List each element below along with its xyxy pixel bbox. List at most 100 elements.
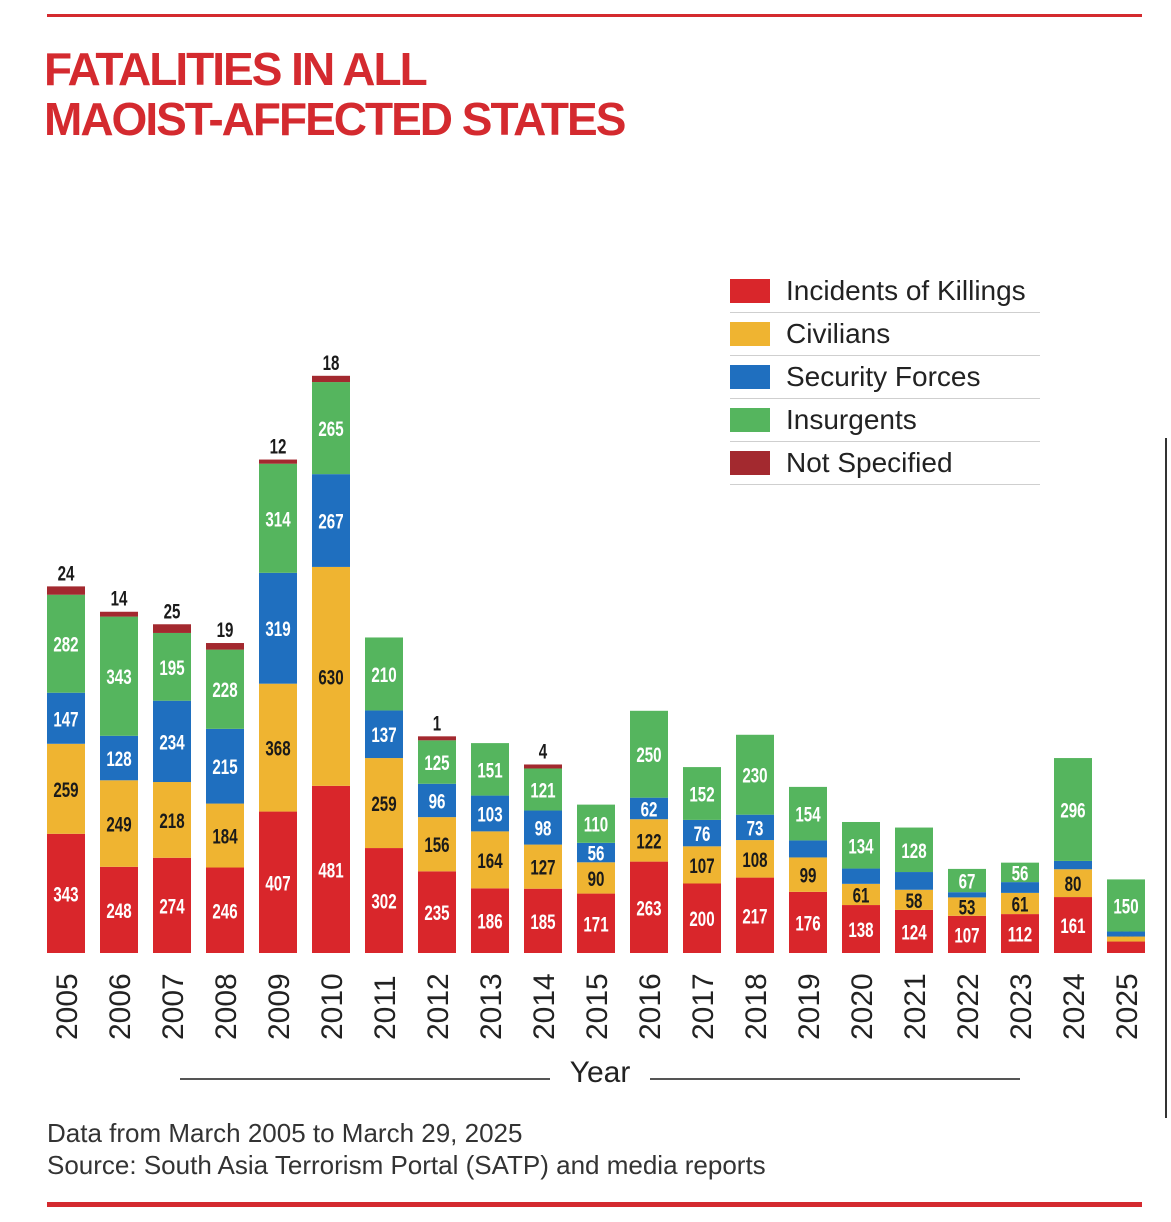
footnote-source: Source: South Asia Terrorism Portal (SAT… [47, 1150, 766, 1180]
bar-insurgents-2013 [471, 743, 509, 796]
value-label-insurgents-2018: 230 [742, 763, 767, 787]
bar-killings-2017 [683, 883, 721, 953]
bar-killings-2005 [47, 833, 85, 953]
value-label-security-forces-2007: 234 [159, 730, 185, 754]
bar-group-2023: 112613156 [1001, 859, 1039, 953]
bar-insurgents-2009 [259, 463, 297, 573]
top-rule [47, 14, 1142, 17]
value-label-killings-2014: 185 [530, 909, 555, 933]
value-label-insurgents-2008: 228 [212, 678, 237, 702]
bar-killings-2023 [1001, 914, 1039, 953]
bar-group-2009: 407 368 319 314 12 [259, 434, 297, 953]
value-label-insurgents-2007: 195 [159, 655, 184, 679]
bar-security-forces-2014 [524, 810, 562, 845]
bar-group-2012: 235 156 96 125 1 [418, 711, 456, 953]
value-label-security-forces-2016: 62 [641, 797, 658, 821]
value-label-killings-2018: 217 [742, 904, 767, 928]
x-tick-label-2020: 2020 [846, 973, 879, 1040]
value-label-not-specified-2008: 19 [217, 618, 234, 642]
x-tick-label-2005: 2005 [51, 973, 84, 1040]
value-label-killings-2007: 274 [159, 894, 185, 918]
bottom-rule [47, 1202, 1142, 1207]
bar-group-2016: 263 122 62 250 [630, 710, 668, 953]
value-label-civilians-2011: 259 [371, 792, 396, 816]
legend-item-civilians: Civilians [730, 313, 1040, 356]
bar-insurgents-2015 [577, 804, 615, 843]
bar-civilians-2018 [736, 840, 774, 878]
value-label-killings-2011: 302 [371, 889, 396, 913]
value-label-security-forces-2010: 267 [318, 509, 343, 533]
value-label-killings-2015: 171 [583, 912, 608, 936]
value-label-civilians-2008: 184 [212, 824, 238, 848]
value-label-not-specified-2012: 1 [433, 711, 441, 735]
value-label-insurgents-2012: 125 [424, 751, 449, 775]
bar-insurgents-2008 [206, 649, 244, 729]
bar-security-forces-2024 [1054, 860, 1092, 870]
value-label-insurgents-2019: 154 [795, 802, 821, 826]
value-label-insurgents-2015: 110 [584, 812, 608, 836]
value-label-civilians-2018: 108 [742, 847, 767, 871]
chart-title-line-2: MAOIST-AFFECTED STATES [44, 93, 626, 145]
value-label-not-specified-2005: 24 [58, 561, 75, 585]
value-label-insurgents-2022: 67 [959, 869, 976, 893]
legend-label-security-forces: Security Forces [786, 361, 981, 392]
value-label-not-specified-2014: 4 [539, 739, 548, 763]
bar-insurgents-2005 [47, 594, 85, 693]
bar-group-2018: 217 108 73 230 [736, 734, 774, 953]
value-label-killings-2008: 246 [212, 899, 237, 923]
value-label-civilians-2007: 218 [159, 808, 184, 832]
bar-not-specified-2012 [418, 736, 456, 741]
bar-insurgents-2014 [524, 768, 562, 811]
value-label-insurgents-2013: 151 [477, 758, 502, 782]
bar-insurgents-2020 [842, 821, 880, 869]
value-label-security-forces-2006: 128 [106, 747, 131, 771]
legend-label-killings: Incidents of Killings [786, 275, 1026, 306]
bar-civilians-2008 [206, 803, 244, 868]
legend-label-not-specified: Not Specified [786, 447, 953, 478]
bar-group-2011: 302 259 137 210 [365, 637, 403, 953]
bar-civilians-2016 [630, 819, 668, 862]
value-label-killings-2021: 124 [901, 920, 927, 944]
value-label-killings-2010: 481 [318, 858, 343, 882]
bar-killings-2013 [471, 888, 509, 953]
value-label-civilians-2005: 259 [53, 777, 78, 801]
value-label-insurgents-2021: 128 [901, 838, 926, 862]
bar-security-forces-2023 [1001, 882, 1039, 893]
x-tick-label-2011: 2011 [369, 975, 402, 1040]
x-axis-title-rule-right [650, 1078, 1020, 1080]
bar-security-forces-2012 [418, 783, 456, 818]
bar-security-forces-2016 [630, 797, 668, 820]
legend-item-killings: Incidents of Killings [730, 270, 1040, 313]
x-axis-title-rule-left [180, 1078, 550, 1080]
value-label-civilians-2016: 122 [636, 829, 661, 853]
bar-civilians-2013 [471, 831, 509, 889]
bar-security-forces-2007 [153, 700, 191, 783]
footnote-date-range: Data from March 2005 to March 29, 2025 [47, 1118, 523, 1148]
value-label-insurgents-2010: 265 [318, 417, 343, 441]
bar-killings-2020 [842, 905, 880, 953]
bar-security-forces-2011 [365, 710, 403, 759]
value-label-insurgents-2014: 121 [530, 778, 555, 802]
bar-killings-2019 [789, 891, 827, 953]
bar-not-specified-2008 [206, 643, 244, 650]
legend-swatch-not-specified [730, 451, 770, 475]
bar-killings-2011 [365, 848, 403, 953]
bar-security-forces-2019 [789, 840, 827, 858]
bar-security-forces-2022 [948, 892, 986, 898]
value-label-insurgents-2025: 150 [1113, 894, 1138, 918]
bar-security-forces-2020 [842, 868, 880, 884]
bar-civilians-2006 [100, 780, 138, 867]
bar-group-2017: 200 107 76 152 [683, 767, 721, 953]
bar-group-2008: 246 184 215 228 19 [206, 618, 244, 953]
value-label-insurgents-2023: 56 [1012, 861, 1029, 885]
value-label-insurgents-2009: 314 [265, 507, 291, 531]
bar-group-2006: 248 249 128 343 14 [100, 586, 138, 953]
value-label-civilians-2021: 58 [906, 888, 923, 912]
legend-swatch-killings [730, 279, 770, 303]
bar-killings-2018 [736, 877, 774, 953]
bar-killings-2009 [259, 811, 297, 953]
x-tick-label-2019: 2019 [793, 973, 826, 1040]
value-label-not-specified-2006: 14 [111, 586, 128, 610]
bar-security-forces-2021 [895, 872, 933, 890]
